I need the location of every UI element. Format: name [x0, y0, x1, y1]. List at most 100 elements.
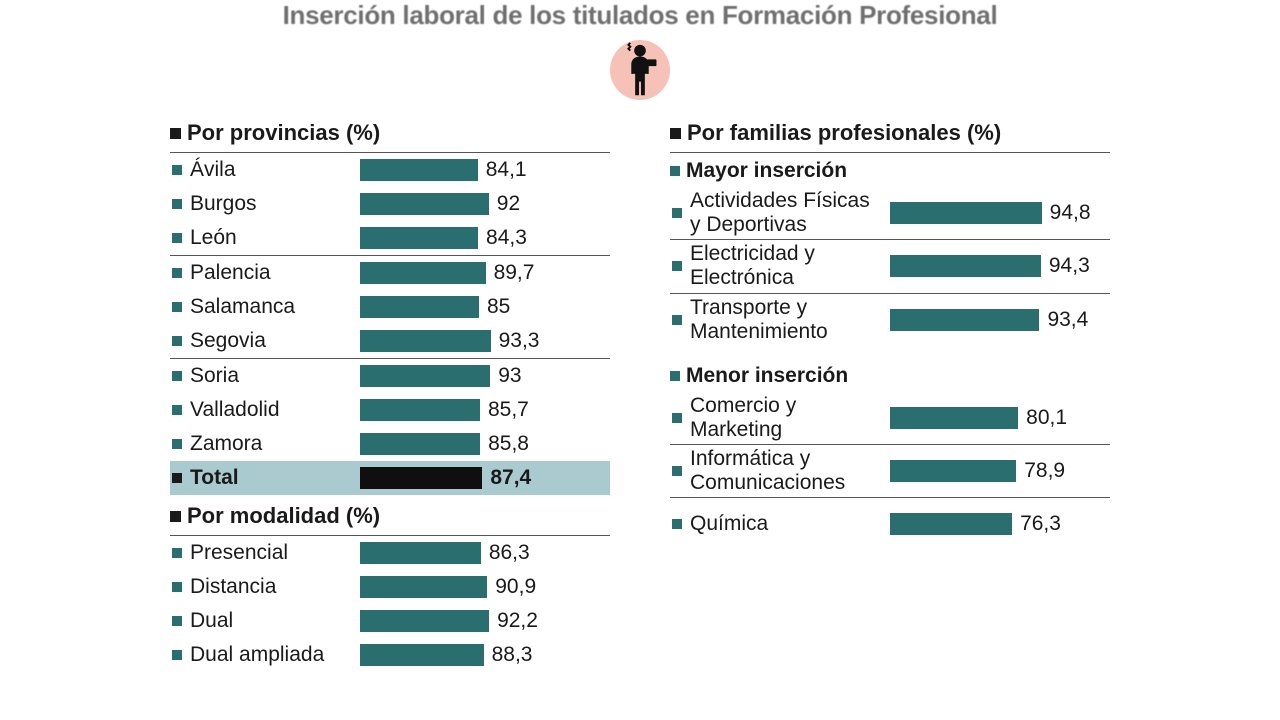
- bar: [890, 460, 1016, 482]
- bullet-icon: [672, 261, 682, 271]
- data-row: León84,3: [170, 221, 610, 255]
- lower-rows: Comercio y Marketing 80,1 Informática y Co…: [670, 392, 1110, 551]
- bar: [360, 227, 478, 249]
- row-value: 84,1: [486, 158, 527, 182]
- bullet-icon: [172, 405, 182, 415]
- row-label: Soria: [190, 364, 360, 388]
- bullet-icon: [172, 582, 182, 592]
- data-row: Segovia93,3: [170, 324, 610, 358]
- bar: [360, 330, 491, 352]
- row-label: Ávila: [190, 158, 360, 182]
- higher-insertion-text: Mayor inserción: [686, 159, 847, 183]
- bar-wrap: 86,3: [360, 541, 610, 565]
- bar-wrap: 85: [360, 295, 610, 319]
- modality-title: Por modalidad (%): [170, 503, 610, 529]
- columns: Por provincias (%) Ávila84,1Burgos92León…: [170, 112, 1110, 672]
- families-title: Por familias profesionales (%): [670, 120, 1110, 146]
- worker-silhouette: [609, 39, 671, 101]
- bar: [360, 433, 480, 455]
- square-bullet-teal: [670, 371, 680, 381]
- row-label: Transporte y Mantenimiento: [690, 296, 890, 344]
- bar: [890, 513, 1012, 535]
- bar-wrap: 76,3: [890, 512, 1110, 536]
- bar: [360, 610, 489, 632]
- higher-rows: Actividades Físicas y Deportivas94,8Elec…: [670, 187, 1110, 346]
- row-value: 80,1: [1026, 406, 1067, 430]
- data-row: Valladolid85,7: [170, 393, 610, 427]
- bullet-icon: [172, 165, 182, 175]
- bullet-icon: [672, 413, 682, 423]
- bullet-icon: [672, 315, 682, 325]
- row-value: 86,3: [489, 541, 530, 565]
- bar: [360, 159, 478, 181]
- bar: [360, 576, 487, 598]
- row-value: 85: [487, 295, 510, 319]
- row-value: 93,3: [499, 329, 540, 353]
- bar-wrap: 88,3: [360, 643, 610, 667]
- bullet-icon: [172, 439, 182, 449]
- bar: [360, 467, 482, 489]
- bar: [890, 202, 1042, 224]
- hero-icon-wrap: [170, 39, 1110, 106]
- bar: [360, 542, 481, 564]
- bar-wrap: 85,7: [360, 398, 610, 422]
- row-label: Zamora: [190, 432, 360, 456]
- row-label: Dual ampliada: [190, 643, 360, 667]
- bar: [890, 309, 1039, 331]
- right-column: Por familias profesionales (%) Mayor ins…: [670, 112, 1110, 672]
- bar-wrap: 94,3: [890, 254, 1110, 278]
- row-label: Salamanca: [190, 295, 360, 319]
- row-value: 93: [498, 364, 521, 388]
- row-label: Química: [690, 512, 890, 536]
- data-row: Distancia90,9: [170, 570, 610, 604]
- bar-wrap: 85,8: [360, 432, 610, 456]
- bar: [360, 193, 489, 215]
- row-label: Comercio y Marketing: [690, 394, 890, 442]
- higher-insertion-title: Mayor inserción: [670, 159, 1110, 183]
- row-value: 85,8: [488, 432, 529, 456]
- bullet-icon: [172, 473, 182, 483]
- bar-wrap: 78,9: [890, 459, 1110, 483]
- left-column: Por provincias (%) Ávila84,1Burgos92León…: [170, 112, 610, 672]
- row-label: Presencial: [190, 541, 360, 565]
- data-row: Dual 92,2: [170, 604, 610, 638]
- row-label: Actividades Físicas y Deportivas: [690, 189, 890, 237]
- data-row: Burgos 92: [170, 187, 610, 221]
- modality-rows: Presencial86,3Distancia90,9Dual92,2Dual …: [170, 535, 610, 672]
- square-bullet-black: [170, 128, 181, 139]
- row-label: Distancia: [190, 575, 360, 599]
- bullet-icon: [172, 199, 182, 209]
- row-value: 92,2: [497, 609, 538, 633]
- bar-wrap: 93,4: [890, 308, 1110, 332]
- bar-wrap: 87,4: [360, 466, 610, 490]
- bar-wrap: 93,3: [360, 329, 610, 353]
- row-label: Dual: [190, 609, 360, 633]
- row-value: 94,3: [1049, 254, 1090, 278]
- families-rows: Mayor inserción Actividades Físicas y De…: [670, 152, 1110, 550]
- bullet-icon: [172, 336, 182, 346]
- modality-title-text: Por modalidad (%): [187, 503, 380, 529]
- page-title: Inserción laboral de los titulados en Fo…: [170, 0, 1110, 31]
- row-label: Total: [190, 466, 360, 490]
- row-value: 87,4: [490, 466, 531, 490]
- total-row: Total 87,4: [170, 461, 610, 495]
- bullet-icon: [172, 268, 182, 278]
- row-label: Informática y Comunicaciones: [690, 447, 890, 495]
- bar: [890, 255, 1041, 277]
- row-value: 94,8: [1050, 201, 1091, 225]
- bar-wrap: 94,8: [890, 201, 1110, 225]
- bar: [360, 365, 490, 387]
- data-row: Palencia89,7: [170, 256, 610, 290]
- worker-icon: [609, 39, 671, 101]
- row-value: 92: [497, 192, 520, 216]
- bar-wrap: 80,1: [890, 406, 1110, 430]
- data-row: Salamanca 85: [170, 290, 610, 324]
- bullet-icon: [672, 519, 682, 529]
- bar-wrap: 92: [360, 192, 610, 216]
- bar: [360, 399, 480, 421]
- bullet-icon: [672, 466, 682, 476]
- bullet-icon: [672, 208, 682, 218]
- data-row: Zamora 85,8: [170, 427, 610, 461]
- row-label: Burgos: [190, 192, 360, 216]
- square-bullet-black: [670, 128, 681, 139]
